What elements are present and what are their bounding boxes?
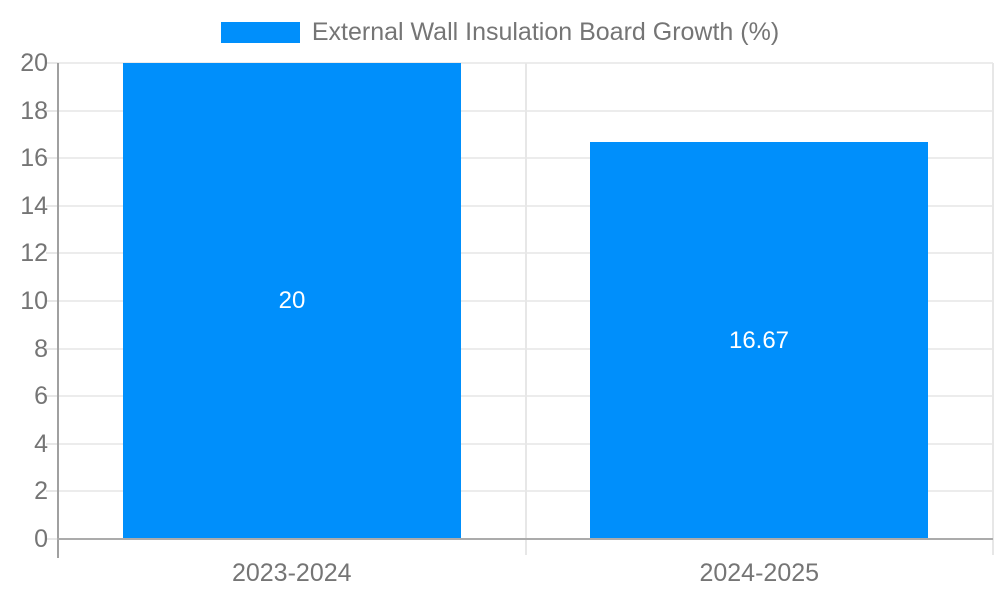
- x-tick-separator-line: [524, 63, 527, 555]
- y-tick-label: 10: [20, 287, 48, 315]
- y-tick-label: 12: [20, 239, 48, 268]
- y-tick-label: 0: [34, 525, 48, 553]
- y-tick-mark: [46, 442, 58, 445]
- y-tick-mark: [46, 395, 58, 398]
- y-tick-mark: [46, 157, 58, 160]
- y-tick-label: 14: [20, 191, 48, 220]
- y-tick-mark: [46, 204, 58, 207]
- y-tick-label: 2: [34, 477, 48, 506]
- y-tick-label: 18: [20, 96, 48, 125]
- x-tick-separator-line: [992, 63, 994, 555]
- y-tick-label: 8: [34, 334, 48, 363]
- y-tick-label: 20: [20, 49, 48, 77]
- bar[interactable]: 20: [123, 63, 461, 539]
- legend-item[interactable]: External Wall Insulation Board Growth (%…: [0, 10, 1000, 54]
- bar[interactable]: 16.67: [590, 142, 928, 539]
- y-tick-mark: [46, 347, 58, 350]
- x-axis-label: 2024-2025: [699, 559, 820, 587]
- x-axis-line: [57, 538, 993, 540]
- y-tick-label: 16: [20, 144, 48, 173]
- y-tick-label: 4: [34, 429, 48, 458]
- y-tick-mark: [46, 109, 58, 112]
- y-tick-mark: [46, 490, 58, 493]
- x-axis-label: 2023-2024: [231, 559, 352, 587]
- y-tick-mark: [46, 62, 58, 64]
- y-axis-line: [57, 63, 59, 558]
- bar-value-label: 16.67: [728, 326, 790, 354]
- y-tick-label: 6: [34, 382, 48, 411]
- legend-label: External Wall Insulation Board Growth (%…: [311, 17, 780, 46]
- y-tick-mark: [46, 538, 58, 540]
- y-tick-mark: [46, 300, 58, 302]
- legend-swatch-icon: [220, 21, 300, 43]
- y-tick-mark: [46, 252, 58, 255]
- bar-value-label: 20: [278, 287, 306, 314]
